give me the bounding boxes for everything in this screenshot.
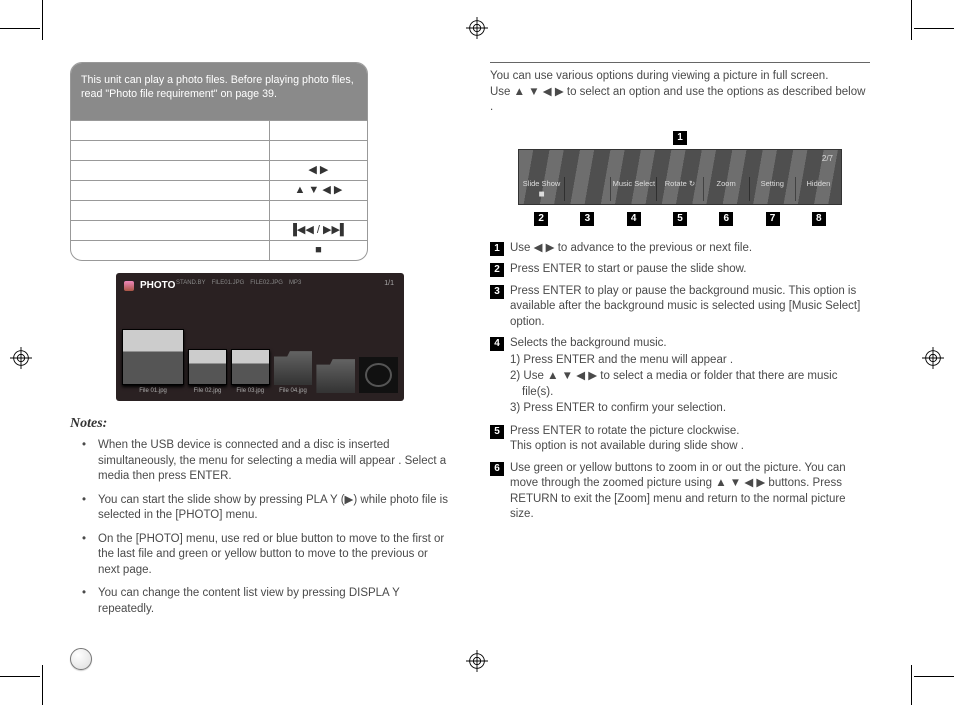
osd-item: Music Select — [610, 177, 656, 201]
table-cell — [269, 200, 367, 220]
table-cell — [71, 140, 269, 160]
thumbnail — [316, 357, 355, 395]
table-cell: ◀ ▶ — [269, 160, 367, 180]
intro-text-2: Use ▲ ▼ ◀ ▶ to select an option and use … — [490, 85, 870, 116]
registration-mark-icon — [922, 347, 944, 369]
numbered-item: 1Use ◀ ▶ to advance to the previous or n… — [490, 241, 870, 257]
osd-item: Rotate ↻ — [656, 177, 702, 201]
note-item: When the USB device is connected and a d… — [70, 438, 450, 485]
numbered-item: 2Press ENTER to start or pause the slide… — [490, 262, 870, 278]
thumbnail: File 01.jpg — [122, 329, 184, 395]
table-cell — [269, 140, 367, 160]
table-cell — [71, 160, 269, 180]
callout-num: 3 — [580, 212, 594, 226]
strip-tab: FILE02.JPG — [250, 279, 283, 287]
table-cell: ▐◀◀ / ▶▶▌ — [269, 220, 367, 240]
note-item: On the [PHOTO] menu, use red or blue but… — [70, 532, 450, 579]
thumbnail: File 03.jpg — [231, 349, 270, 395]
strip-tab: FILE01.JPG — [212, 279, 245, 287]
osd-item: Hidden — [795, 177, 841, 201]
table-cell: ■ — [269, 240, 367, 260]
callout-num: 4 — [627, 212, 641, 226]
osd-item: Slide Show ◼ — [519, 177, 564, 201]
instruction-table: This unit can play a photo files. Before… — [70, 62, 368, 261]
note-item: You can change the content list view by … — [70, 586, 450, 617]
photo-icon — [124, 281, 134, 291]
table-cell — [269, 120, 367, 140]
registration-mark-icon — [466, 17, 488, 39]
numbered-item: 4Selects the background music.1) Press E… — [490, 336, 870, 418]
osd-count: 2/7 — [822, 154, 833, 165]
photo-tag: PHOTO — [140, 279, 175, 293]
numbered-item: 6Use green or yellow buttons to zoom in … — [490, 461, 870, 523]
osd-item: Zoom — [703, 177, 749, 201]
osd-diagram: 1 2/7 Slide Show ◼ Music SelectRotate ↻Zo… — [518, 130, 842, 227]
notes-heading: Notes: — [70, 415, 450, 434]
table-cell — [71, 120, 269, 140]
numbered-item: 3Press ENTER to play or pause the backgr… — [490, 284, 870, 331]
table-cell — [71, 240, 269, 260]
table-cell — [71, 180, 269, 200]
numbered-item: 5Press ENTER to rotate the picture clock… — [490, 424, 870, 455]
thumbnail — [359, 357, 398, 395]
table-cell — [71, 200, 269, 220]
osd-item: Setting — [749, 177, 795, 201]
page-number-icon — [70, 648, 92, 670]
callout-num: 7 — [766, 212, 780, 226]
intro-text-1: You can use various options during viewi… — [490, 69, 870, 85]
callout-num: 5 — [673, 212, 687, 226]
note-item: You can start the slide show by pressing… — [70, 493, 450, 524]
table-lead-text: This unit can play a photo files. Before… — [71, 63, 367, 120]
strip-tab: STAND.BY — [176, 279, 206, 287]
table-cell: ▲ ▼ ◀ ▶ — [269, 180, 367, 200]
thumbnail: File 02.jpg — [188, 349, 227, 395]
table-cell — [71, 220, 269, 240]
thumbnail: File 04.jpg — [274, 349, 313, 395]
page-indicator: 1/1 — [384, 279, 394, 288]
registration-mark-icon — [466, 650, 488, 672]
callout-num: 6 — [719, 212, 733, 226]
photo-menu-screenshot: PHOTO STAND.BY FILE01.JPG FILE02.JPG MP3 1/… — [116, 273, 404, 401]
osd-item — [564, 177, 610, 201]
callout-num: 1 — [673, 131, 687, 145]
callout-num: 2 — [534, 212, 548, 226]
registration-mark-icon — [10, 347, 32, 369]
callout-num: 8 — [812, 212, 826, 226]
strip-tab: MP3 — [289, 279, 301, 287]
